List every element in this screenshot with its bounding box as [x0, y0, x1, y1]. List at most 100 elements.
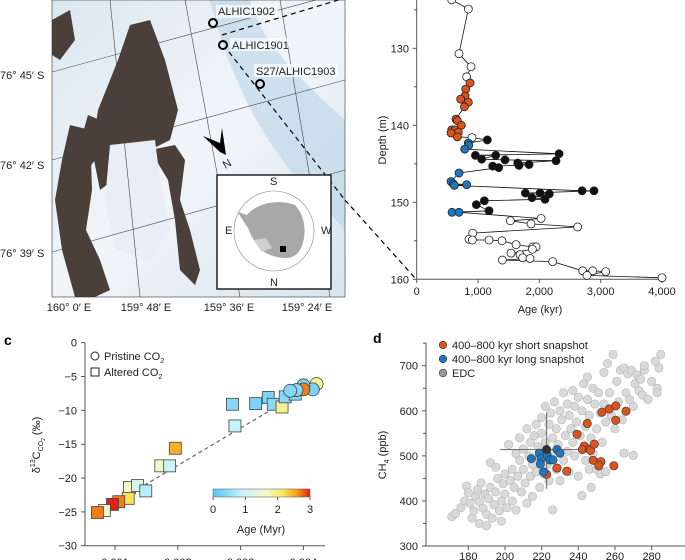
- mean-point: [542, 445, 552, 455]
- edc-data-point: [493, 473, 503, 483]
- data-point-black: [494, 163, 504, 173]
- y-tick-label: −5: [64, 372, 77, 384]
- legend-entry: 400–800 kyr short snapshot: [452, 340, 588, 352]
- site-marker-alhic1902: [208, 18, 218, 28]
- data-point-blue: [462, 180, 472, 189]
- edc-data-point: [571, 417, 581, 427]
- edc-data-point: [564, 410, 574, 420]
- x-tick-label: 280: [642, 551, 660, 560]
- edc-data-point: [537, 428, 547, 438]
- colorbar-tick-label: 1: [242, 504, 248, 516]
- y-tick-label: 140: [391, 120, 409, 132]
- edc-data-point: [540, 401, 550, 411]
- edc-data-point: [555, 406, 565, 416]
- short-snapshot-point: [611, 415, 621, 425]
- edc-data-point: [520, 478, 530, 488]
- site-label: ALHIC1902: [218, 6, 275, 18]
- edc-data-point: [647, 376, 657, 386]
- legend-entry: EDC: [452, 368, 475, 380]
- edc-data-point: [570, 451, 580, 461]
- altered-data-point: [249, 397, 263, 411]
- edc-data-point: [610, 424, 620, 434]
- data-point-black: [551, 156, 561, 166]
- edc-data-point: [491, 462, 501, 472]
- data-point-blue: [449, 180, 459, 190]
- data-point-black: [514, 160, 524, 170]
- edc-data-point: [483, 494, 493, 504]
- x-axis-label: Age (kyr): [518, 304, 563, 316]
- data-point-open: [467, 235, 477, 245]
- data-point-open: [525, 254, 535, 263]
- longitude-labels: 160° 0′ E 159° 48′ E 159° 36′ E 159° 24′…: [47, 302, 332, 314]
- svg-text:76° 39′ S: 76° 39′ S: [0, 248, 44, 260]
- svg-text:159° 24′ E: 159° 24′ E: [282, 302, 333, 314]
- data-point-open: [497, 236, 507, 246]
- x-tick-label: 0.003: [227, 557, 255, 560]
- svg-text:W: W: [321, 225, 332, 237]
- edc-data-point: [560, 431, 570, 441]
- x-tick-label: 260: [606, 551, 624, 560]
- edc-data-point: [597, 437, 607, 447]
- edc-data-point: [482, 521, 492, 531]
- altered-data-point: [226, 397, 239, 411]
- svg-text:N: N: [270, 277, 278, 289]
- data-point-open: [484, 235, 494, 245]
- data-point-black: [577, 186, 587, 196]
- edc-data-point: [548, 505, 558, 515]
- data-point-open: [463, 4, 473, 14]
- y-axis-label: δ13CCO2 (‰): [30, 417, 47, 474]
- data-point-orange: [465, 78, 475, 88]
- edc-data-point: [601, 467, 611, 477]
- x-tick-label: 2,000: [526, 286, 554, 298]
- data-point-open: [447, 0, 457, 5]
- short-snapshot-point: [611, 401, 621, 411]
- edc-data-point: [581, 455, 591, 465]
- edc-data-point: [577, 491, 587, 501]
- data-point-black: [589, 186, 599, 196]
- x-tick-label: 0.002: [164, 557, 192, 560]
- short-snapshot-point: [594, 461, 604, 471]
- edc-data-point: [555, 476, 565, 486]
- edc-data-point: [450, 509, 460, 519]
- data-point-black: [477, 154, 487, 164]
- core-sites: ALHIC1902 ALHIC1901 S27/ALHIC1903: [208, 5, 338, 89]
- data-point-open: [518, 253, 528, 263]
- edc-data-point: [643, 395, 653, 405]
- y-tick-label: 130: [391, 43, 409, 55]
- x-tick-label: 1,000: [464, 286, 492, 298]
- data-point-black: [482, 135, 492, 145]
- edc-data-point: [546, 408, 556, 418]
- edc-data-point: [502, 503, 512, 513]
- x-tick-label: 3,000: [587, 286, 615, 298]
- site-label: S27/ALHIC1903: [256, 66, 336, 78]
- latitude-labels: 76° 45′ S 76° 42′ S 76° 39′ S: [0, 70, 44, 260]
- data-point-open: [505, 216, 515, 226]
- y-tick-label: −20: [58, 473, 77, 485]
- edc-data-point: [551, 424, 561, 434]
- edc-data-point: [557, 415, 567, 425]
- edc-data-point: [592, 424, 602, 434]
- data-point-open: [527, 244, 537, 254]
- edc-data-point: [509, 482, 519, 492]
- legend-marker-icon: [438, 368, 448, 378]
- svg-text:159° 36′ E: 159° 36′ E: [204, 302, 255, 314]
- edc-data-point: [504, 440, 514, 450]
- x-tick-label: 0.004: [290, 557, 318, 560]
- edc-data-point: [522, 424, 532, 434]
- data-point-black: [470, 150, 480, 160]
- edc-data-point: [548, 433, 558, 443]
- edc-data-point: [568, 437, 578, 447]
- edc-data-point: [593, 388, 603, 398]
- long-snapshot-point: [535, 459, 545, 469]
- edc-data-point: [489, 500, 499, 510]
- panel-label: c: [4, 332, 12, 348]
- y-tick-label: −30: [58, 541, 77, 553]
- edc-data-point: [522, 498, 532, 508]
- edc-data-point: [586, 482, 596, 492]
- long-snapshot-point: [555, 448, 565, 458]
- edc-data-point: [628, 450, 638, 460]
- edc-data-point: [559, 455, 569, 465]
- y-tick-label: 300: [400, 541, 418, 553]
- data-point-open: [466, 62, 476, 72]
- colorbar-label: Age (Myr): [237, 524, 285, 536]
